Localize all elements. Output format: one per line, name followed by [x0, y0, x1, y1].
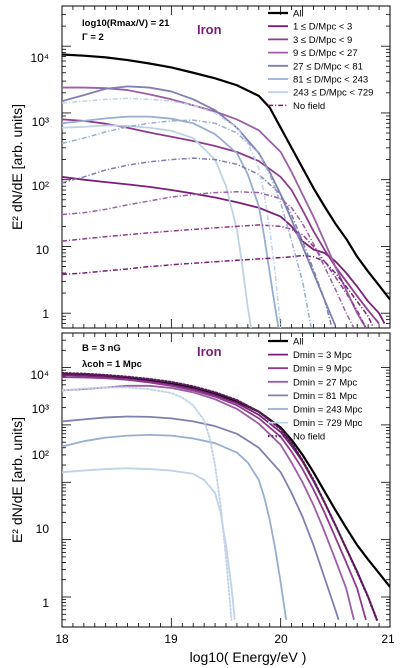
panel-title: Iron — [197, 344, 222, 359]
legend: All 1 ≤ D/Mpc < 3 3 ≤ D/Mpc < 9 9 ≤ D/Mpc <… — [268, 9, 373, 112]
series-line — [62, 118, 380, 325]
y-tick-label: 10⁴ — [30, 51, 49, 65]
legend-label: Dmin = 3 Mpc — [293, 350, 352, 361]
y-tick-label: 10³ — [32, 115, 49, 129]
x-axis-label: log10( Energy/eV ) — [190, 649, 307, 665]
x-tick-label: 21 — [381, 632, 395, 646]
series-line — [62, 157, 333, 328]
legend: All Dmin = 3 Mpc Dmin = 9 Mpc Dmin = 27 Mpc… — [268, 337, 363, 443]
y-tick-label: 10² — [32, 179, 49, 193]
top-panel: log10(Rmax/V) = 21 Γ = 2 Iron All 1 ≤ D/M… — [9, 5, 391, 329]
legend-label: Dmin = 9 Mpc — [293, 364, 352, 375]
series-line — [62, 384, 355, 621]
series-line — [62, 124, 253, 328]
x-tick-label: 20 — [274, 632, 288, 646]
curves — [62, 53, 390, 328]
series-line — [62, 376, 367, 621]
y-tick-labels: 1 10 10² 10³ 10⁴ — [30, 368, 49, 610]
series-line — [62, 176, 386, 324]
series-line — [62, 386, 233, 621]
y-tick-label: 10³ — [32, 402, 49, 416]
legend-label: Dmin = 243 Mpc — [293, 405, 363, 416]
x-tick-label: 19 — [164, 632, 178, 646]
y-tick-label: 1 — [42, 307, 49, 321]
y-tick-label: 10² — [32, 448, 49, 462]
series-line — [62, 97, 282, 328]
y-tick-label: 1 — [42, 596, 49, 610]
tick-marks — [61, 332, 391, 628]
legend-label: All — [293, 9, 304, 20]
annotation-gamma: Γ = 2 — [82, 32, 104, 43]
legend-label: No field — [293, 432, 325, 443]
annotation-rmax: log10(Rmax/V) = 21 — [82, 18, 170, 29]
y-tick-labels: 1 10 10² 10³ 10⁴ — [30, 51, 49, 321]
legend-label: Dmin = 81 Mpc — [293, 391, 357, 402]
x-tick-label: 18 — [55, 632, 69, 646]
series-line — [62, 224, 367, 328]
y-tick-label: 10 — [36, 243, 50, 257]
legend-label: 243 ≤ D/Mpc < 729 — [293, 88, 373, 99]
y-axis-label: E² dN/dE [arb. units] — [9, 104, 25, 230]
series-line — [62, 433, 288, 620]
legend-label: 81 ≤ D/Mpc < 243 — [293, 75, 368, 86]
legend-label: 3 ≤ D/Mpc < 9 — [293, 35, 352, 46]
x-tick-labels: 18 19 20 21 — [55, 632, 395, 646]
series-line — [62, 254, 375, 328]
annotation-lcoh: λcoh = 1 Mpc — [82, 359, 142, 370]
legend-label: 27 ≤ D/Mpc < 81 — [293, 61, 363, 72]
y-tick-label: 10 — [36, 522, 50, 536]
legend-label: No field — [293, 101, 325, 112]
legend-label: 9 ≤ D/Mpc < 27 — [293, 48, 358, 59]
series-line — [62, 190, 355, 328]
legend-label: Dmin = 729 Mpc — [293, 418, 363, 429]
bottom-panel: B = 3 nG λcoh = 1 Mpc Iron All Dmin = 3 M… — [9, 332, 395, 665]
series-line — [62, 119, 313, 328]
series-line — [62, 115, 280, 328]
series-line — [62, 85, 337, 327]
series-line — [62, 415, 340, 621]
annotation-bfield: B = 3 nG — [82, 343, 121, 354]
legend-label: 1 ≤ D/Mpc < 3 — [293, 22, 352, 33]
legend-label: All — [293, 337, 304, 348]
panel-title: Iron — [197, 22, 222, 37]
series-line — [62, 467, 236, 620]
series-line — [62, 372, 378, 621]
legend-label: Dmin = 27 Mpc — [293, 377, 357, 388]
series-line — [62, 53, 390, 301]
y-axis-label: E² dN/dE [arb. units] — [9, 417, 25, 543]
y-tick-label: 10⁴ — [30, 368, 49, 382]
series-line — [62, 86, 367, 328]
